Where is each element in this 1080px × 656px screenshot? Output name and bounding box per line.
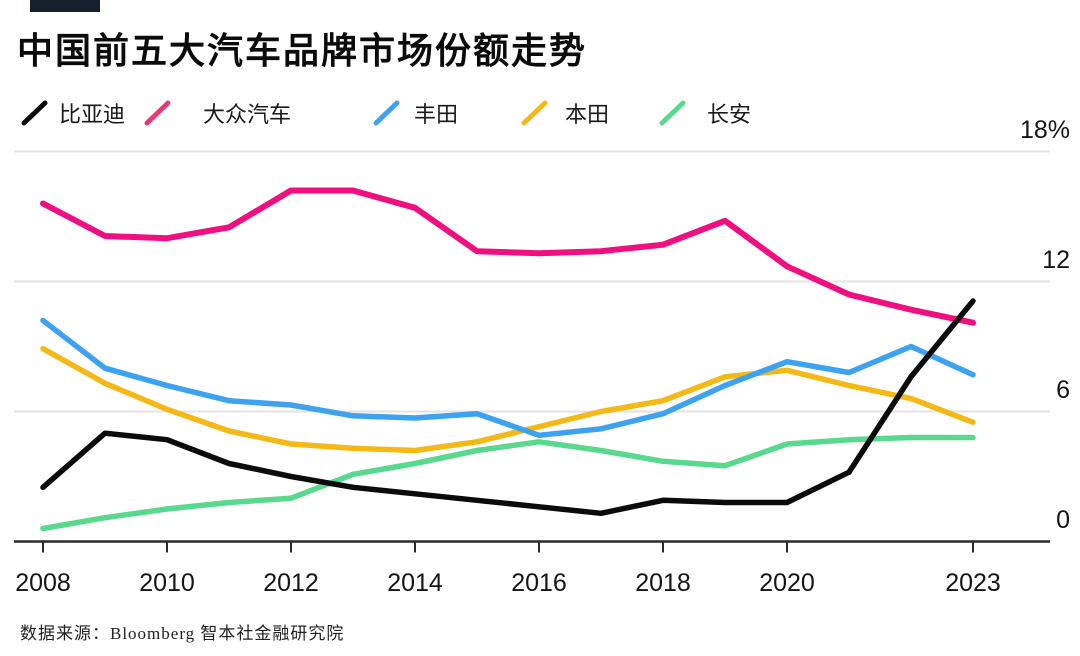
- legend-line-swatch-icon: [21, 100, 48, 126]
- x-axis-label-2012: 2012: [263, 569, 319, 597]
- legend-item-长安: 长安: [658, 97, 751, 129]
- x-axis-label-2016: 2016: [511, 569, 567, 597]
- legend-line-swatch-icon: [659, 100, 686, 126]
- legend-item-大众汽车: 大众汽车: [143, 97, 291, 129]
- legend-item-本田: 本田: [520, 97, 609, 129]
- x-axis-label-2018: 2018: [635, 569, 691, 597]
- legend-line-swatch-stroke: [659, 100, 686, 126]
- x-axis-label-2010: 2010: [139, 569, 195, 597]
- series-line-本田: [40, 345, 976, 454]
- x-axis-label-2014: 2014: [387, 569, 443, 597]
- legend-line-swatch-stroke: [373, 100, 400, 126]
- legend-item-比亚迪: 比亚迪: [20, 97, 125, 129]
- series-line-丰田: [40, 317, 976, 439]
- chart-title: 中国前五大汽车品牌市场份额走势: [17, 30, 588, 71]
- legend-label: 比亚迪: [59, 102, 126, 127]
- kicker-bar: [30, 0, 100, 12]
- x-axis-label-2020: 2020: [759, 569, 815, 597]
- y-axis-label-12: 12: [1042, 246, 1070, 274]
- y-axis-label-0: 0: [1056, 506, 1070, 534]
- legend-label: 本田: [565, 102, 610, 127]
- x-axis-label-2023: 2023: [945, 569, 1001, 597]
- legend-label: 丰田: [414, 102, 459, 127]
- series-line-比亚迪: [40, 298, 976, 517]
- legend-line-swatch-stroke: [21, 100, 48, 126]
- series-line-大众汽车: [40, 187, 976, 326]
- legend-line-swatch-icon: [144, 100, 171, 126]
- legend-line-swatch-icon: [521, 100, 548, 126]
- x-axis-label-2008: 2008: [15, 569, 71, 597]
- legend-item-丰田: 丰田: [372, 97, 458, 129]
- source-note: 数据来源：Bloomberg 智本社金融研究院: [20, 624, 345, 643]
- y-axis-label-18: 18%: [1020, 116, 1070, 144]
- legend-line-swatch-stroke: [521, 100, 548, 126]
- legend-line-swatch-stroke: [144, 100, 171, 126]
- legend-line-swatch-icon: [373, 100, 400, 126]
- series-line-长安: [40, 434, 976, 532]
- legend-label: 大众汽车: [203, 102, 292, 127]
- legend-label: 长安: [707, 102, 752, 127]
- y-axis-label-6: 6: [1056, 376, 1070, 404]
- legend: 比亚迪 大众汽车 丰田 本田 长安: [0, 97, 1080, 129]
